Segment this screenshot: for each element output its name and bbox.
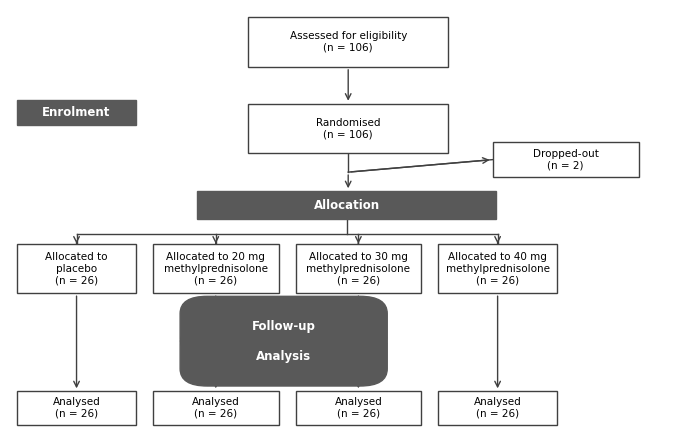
Text: Analysed
(n = 26): Analysed (n = 26)	[335, 397, 383, 419]
FancyBboxPatch shape	[248, 103, 448, 153]
FancyBboxPatch shape	[17, 100, 136, 125]
FancyBboxPatch shape	[493, 143, 638, 177]
FancyBboxPatch shape	[197, 191, 496, 219]
FancyBboxPatch shape	[180, 326, 387, 386]
Text: Allocation: Allocation	[313, 198, 380, 212]
Text: Allocated to 30 mg
methylprednisolone
(n = 26): Allocated to 30 mg methylprednisolone (n…	[306, 252, 410, 285]
Text: Analysed
(n = 26): Analysed (n = 26)	[192, 397, 240, 419]
FancyBboxPatch shape	[17, 244, 136, 293]
Text: Randomised
(n = 106): Randomised (n = 106)	[316, 117, 380, 139]
FancyBboxPatch shape	[180, 296, 387, 356]
Text: Allocated to 40 mg
methylprednisolone
(n = 26): Allocated to 40 mg methylprednisolone (n…	[446, 252, 550, 285]
Text: Allocated to
placebo
(n = 26): Allocated to placebo (n = 26)	[45, 252, 108, 285]
FancyBboxPatch shape	[153, 391, 279, 425]
Text: Dropped-out
(n = 2): Dropped-out (n = 2)	[533, 149, 599, 170]
Text: Analysis: Analysis	[256, 350, 311, 363]
Text: Allocated to 20 mg
methylprednisolone
(n = 26): Allocated to 20 mg methylprednisolone (n…	[164, 252, 267, 285]
FancyBboxPatch shape	[248, 17, 448, 67]
FancyBboxPatch shape	[296, 244, 421, 293]
Text: Enrolment: Enrolment	[42, 106, 111, 119]
FancyBboxPatch shape	[296, 391, 421, 425]
Text: Analysed
(n = 26): Analysed (n = 26)	[474, 397, 522, 419]
Text: Assessed for eligibility
(n = 106): Assessed for eligibility (n = 106)	[290, 31, 407, 53]
FancyBboxPatch shape	[17, 391, 136, 425]
Text: Analysed
(n = 26): Analysed (n = 26)	[53, 397, 100, 419]
FancyBboxPatch shape	[438, 391, 557, 425]
FancyBboxPatch shape	[438, 244, 557, 293]
Text: Follow-up: Follow-up	[252, 319, 315, 333]
FancyBboxPatch shape	[153, 244, 279, 293]
